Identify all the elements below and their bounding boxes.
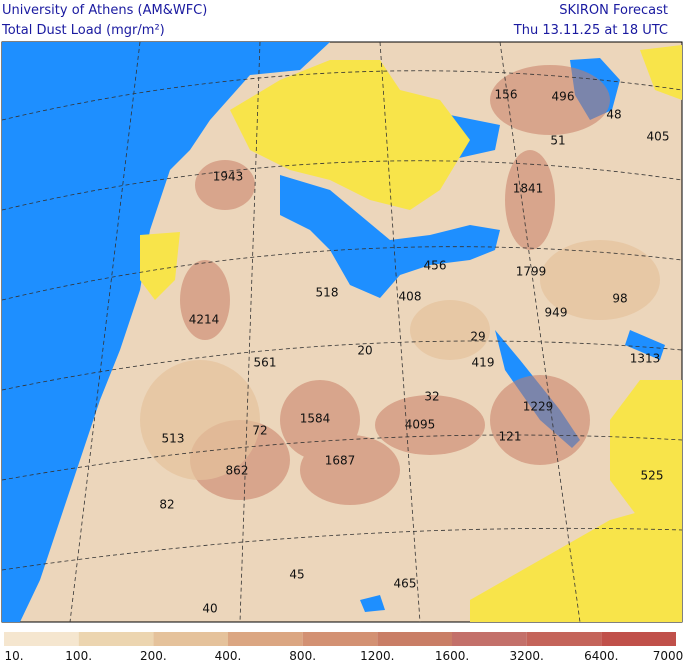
colorbar-swatch [228,632,303,646]
dust-value-label: 32 [424,390,439,404]
dust-value-label: 525 [641,469,664,483]
colorbar-swatch [153,632,228,646]
colorbar-label: 6400. [584,649,618,662]
dust-value-label: 513 [162,432,185,446]
dust-value-label: 1799 [516,265,547,279]
colorbar-swatch [601,632,676,646]
colorbar-swatch [377,632,452,646]
dust-value-label: 561 [254,356,277,370]
dust-value-label: 496 [552,90,575,104]
dust-value-label: 1229 [523,400,554,414]
dust-value-label: 82 [159,498,174,512]
header-title: University of Athens (AM&WFC) [2,3,207,18]
map-area [1,41,683,623]
dust-value-label: 949 [545,306,568,320]
forecast-title: SKIRON Forecast [559,3,668,18]
dust-value-label: 419 [472,356,495,370]
colorbar-label: 1200. [360,649,394,662]
dust-value-label: 518 [316,286,339,300]
dust-value-label: 51 [550,134,565,148]
dust-value-label: 456 [424,259,447,273]
colorbar-label: 800. [289,649,316,662]
dust-value-label: 40 [202,602,217,616]
colorbar-label: 1600. [435,649,469,662]
dust-value-label: 405 [647,130,670,144]
dust-value-label: 408 [399,290,422,304]
dust-value-label: 1841 [513,182,544,196]
dust-value-label: 98 [612,292,627,306]
colorbar-swatch [4,632,79,646]
colorbar-label: 200. [140,649,167,662]
dust-value-label: 4214 [189,313,220,327]
colorbar-label: 100. [65,649,92,662]
dust-value-label: 48 [606,108,621,122]
colorbar-swatch [78,632,154,646]
dust-value-label: 4095 [405,418,436,432]
colorbar-swatch [526,632,602,646]
dust-value-label: 156 [495,88,518,102]
colorbar-label: 7000 [653,649,684,662]
dust-value-label: 1943 [213,170,244,184]
dust-value-label: 72 [252,424,267,438]
forecast-time: Thu 13.11.25 at 18 UTC [513,23,668,38]
colorbar-label: 400. [215,649,242,662]
dust-value-label: 465 [394,577,417,591]
dust-value-label: 121 [499,430,522,444]
dust-value-label: 862 [226,464,249,478]
colorbar-swatch [302,632,378,646]
dust-value-label: 29 [470,330,485,344]
colorbar-swatch [452,632,527,646]
dust-value-label: 1584 [300,412,331,426]
colorbar-label: 10. [4,649,23,662]
dust-value-label: 45 [289,568,304,582]
header-subtitle: Total Dust Load (mgr/m²) [1,23,165,38]
dust-value-label: 1313 [630,352,661,366]
colorbar-label: 3200. [509,649,543,662]
dust-value-label: 1687 [325,454,356,468]
dust-value-label: 20 [357,344,372,358]
